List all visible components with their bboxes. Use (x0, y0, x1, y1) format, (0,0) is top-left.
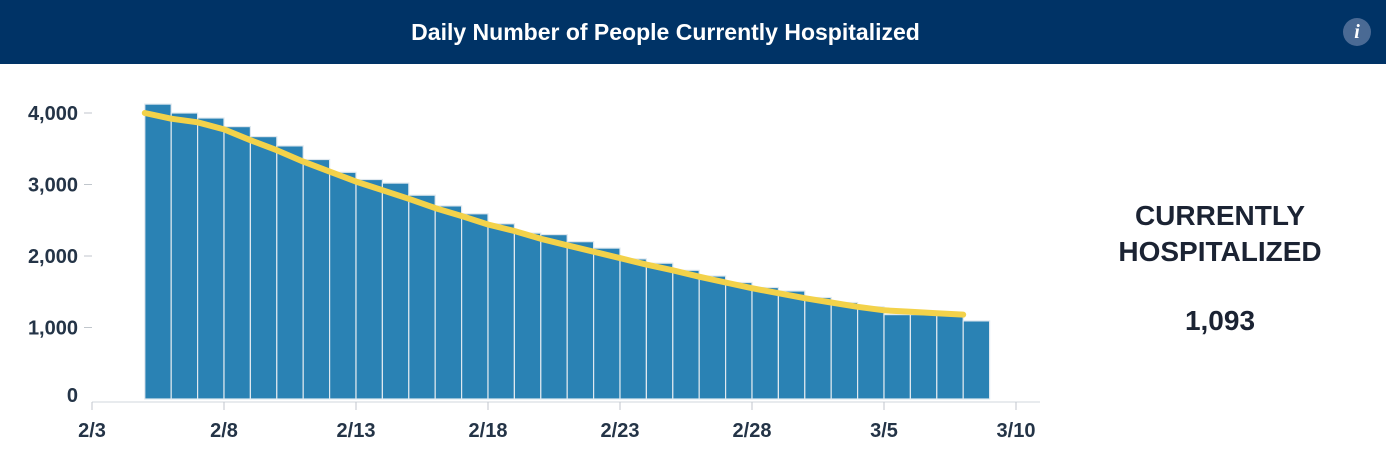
bar (909, 314, 938, 400)
x-tick-label: 2/28 (733, 420, 772, 442)
bar (856, 306, 885, 400)
bar (962, 320, 991, 400)
bar (777, 290, 806, 400)
info-glyph: i (1354, 21, 1360, 43)
y-tick-label: 1,000 (28, 318, 78, 340)
bar (276, 145, 304, 400)
bar (513, 232, 542, 400)
y-tick-label: 4,000 (28, 103, 78, 125)
y-tick-label: 2,000 (28, 246, 78, 268)
bar (619, 258, 647, 400)
bar (830, 301, 859, 400)
chart-header: Daily Number of People Currently Hospita… (0, 0, 1386, 64)
x-tick-label: 2/18 (469, 420, 508, 442)
chart-title: Daily Number of People Currently Hospita… (411, 19, 920, 45)
x-tick-label: 3/10 (997, 420, 1036, 442)
x-tick-label: 2/23 (601, 420, 640, 442)
bar (645, 262, 674, 400)
bar (936, 314, 964, 400)
currently-hospitalized-value: 1,093 (1184, 305, 1256, 336)
info-icon[interactable]: i (1343, 18, 1371, 46)
bar (751, 286, 779, 400)
x-tick-label: 2/8 (210, 420, 238, 442)
bar (672, 269, 700, 400)
currently-hospitalized-label: CURRENTLY HOSPITALIZED (1118, 200, 1322, 267)
bar (540, 234, 568, 400)
axes: 2/3 2/8 2/13 2/18 2/23 2/28 3/5 3/10 0 1,000 2,000… (28, 103, 1040, 442)
x-tick-label: 2/13 (337, 420, 376, 442)
x-tick-label: 2/3 (78, 420, 106, 442)
bar (144, 103, 172, 400)
bar (223, 125, 251, 400)
bar (329, 171, 357, 400)
bar (724, 281, 753, 400)
bar (461, 213, 489, 400)
bar-series (144, 103, 991, 400)
bar (249, 135, 278, 400)
trend-line (141, 110, 967, 318)
bar (592, 247, 621, 400)
bar (197, 117, 225, 400)
x-tick-label: 3/5 (870, 420, 898, 442)
bar (566, 241, 595, 400)
bar (434, 205, 463, 400)
bar (355, 178, 383, 400)
bar (408, 194, 436, 400)
hospitalized-chart: 2/3 2/8 2/13 2/18 2/23 2/28 3/5 3/10 0 1,000 2,000… (28, 103, 1040, 442)
bar (381, 182, 410, 400)
bar (170, 112, 199, 400)
y-tick-label: 3,000 (28, 175, 78, 197)
bar (804, 296, 832, 400)
bar (302, 158, 331, 400)
bar (883, 314, 911, 400)
bar (698, 275, 727, 400)
bar (487, 223, 515, 400)
y-tick-label: 0 (67, 385, 78, 407)
